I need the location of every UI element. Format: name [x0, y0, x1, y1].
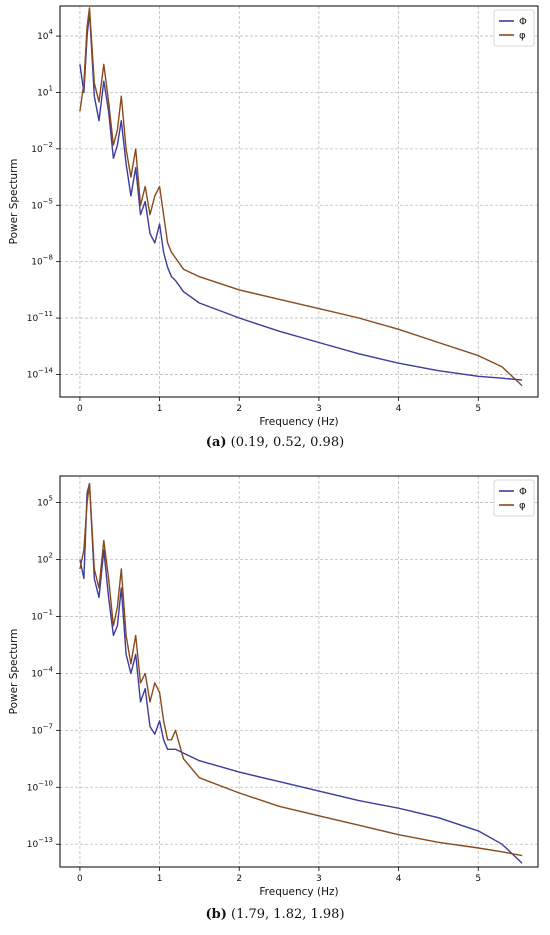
- chart-panel-a: 0 1 2 3 4 5 104 101 10−2 10−5 10−8 10−11 10−14 Freque…: [0, 0, 550, 462]
- chart-panel-b: 0 1 2 3 4 5 105 102 10−1 10−4 10−7 10−10 10−13 Freque…: [0, 470, 550, 935]
- series-line-phi-lower: [79, 7, 523, 387]
- x-tick-label: 5: [475, 874, 481, 884]
- y-tick-label: 10−4: [31, 665, 53, 679]
- x-tick-label: 1: [157, 874, 163, 884]
- caption-a-text: (0.19, 0.52, 0.98): [226, 435, 345, 450]
- x-tick-label: 2: [236, 404, 242, 414]
- y-tick-label: 10−14: [27, 366, 54, 380]
- y-tick-label: 10−10: [27, 779, 53, 793]
- y-tick-label: 101: [37, 84, 53, 98]
- power-spectrum-chart-b: 0 1 2 3 4 5 105 102 10−1 10−4 10−7 10−10 10−13 Freque…: [8, 475, 539, 898]
- caption-a-label: (a): [205, 435, 227, 450]
- x-tick-label: 0: [77, 404, 83, 414]
- legend-entry: Φ: [519, 487, 527, 498]
- x-tick-label: 4: [396, 874, 402, 884]
- y-tick-label: 102: [37, 552, 53, 566]
- y-tick-label: 10−13: [27, 836, 53, 850]
- x-tick-label: 1: [157, 404, 163, 414]
- x-axis-label: Frequency (Hz): [259, 416, 338, 428]
- series-line-phi-upper: [79, 10, 523, 381]
- y-tick-label: 10−2: [31, 141, 53, 155]
- x-tick-label: 4: [396, 404, 402, 414]
- y-tick-label: 10−11: [27, 310, 53, 324]
- series-line-phi-lower: [79, 482, 523, 857]
- series-line-phi-upper: [79, 482, 523, 864]
- y-tick-label: 10−7: [31, 722, 53, 736]
- y-axis-label: Power Specturm: [8, 629, 20, 715]
- x-tick-label: 2: [236, 874, 242, 884]
- legend-entry: Φ: [519, 17, 527, 28]
- caption-b-text: (1.79, 1.82, 1.98): [226, 907, 345, 922]
- plot-frame: [59, 5, 539, 398]
- x-tick-label: 3: [316, 404, 322, 414]
- x-axis-label: Frequency (Hz): [259, 886, 338, 898]
- y-tick-label: 10−5: [31, 197, 53, 211]
- legend-entry: φ: [519, 31, 526, 42]
- x-tick-label: 3: [316, 874, 322, 884]
- legend-box: [493, 479, 535, 517]
- power-spectrum-chart-a: 0 1 2 3 4 5 104 101 10−2 10−5 10−8 10−11 10−14 Freque…: [8, 5, 539, 428]
- legend-box: [493, 9, 535, 47]
- caption-a: (a) (0.19, 0.52, 0.98): [0, 435, 550, 450]
- y-axis-label: Power Specturm: [8, 159, 20, 245]
- x-tick-label: 5: [475, 404, 481, 414]
- x-tick-label: 0: [77, 874, 83, 884]
- y-tick-label: 104: [37, 28, 53, 42]
- y-tick-label: 10−1: [31, 608, 53, 622]
- y-tick-label: 10−8: [31, 254, 53, 268]
- y-tick-label: 105: [37, 495, 53, 509]
- caption-b: (b) (1.79, 1.82, 1.98): [0, 907, 550, 922]
- caption-b-label: (b): [205, 907, 227, 922]
- legend-entry: φ: [519, 501, 526, 512]
- plot-frame: [59, 475, 539, 868]
